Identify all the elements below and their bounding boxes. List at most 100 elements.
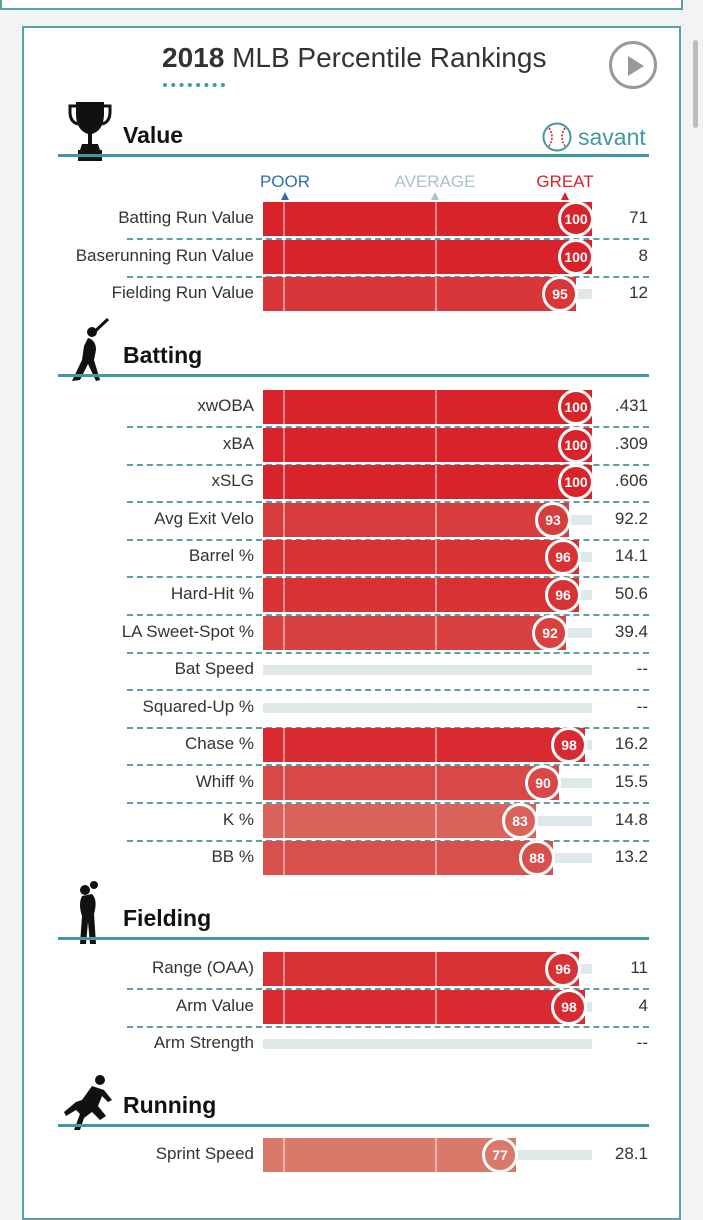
percentile-badge[interactable]: 88 <box>519 840 555 877</box>
percentile-badge[interactable]: 96 <box>545 577 581 613</box>
percentile-track <box>263 1039 592 1050</box>
percentile-badge[interactable]: 100 <box>558 389 594 425</box>
row-separator <box>127 576 649 579</box>
previous-card-edge <box>0 0 683 10</box>
bar-gridline <box>283 578 285 612</box>
metric-label: Baserunning Run Value <box>75 245 254 265</box>
bar-gridline <box>283 239 285 274</box>
scale-great-marker <box>561 192 569 200</box>
metric-label: Avg Exit Velo <box>154 508 254 528</box>
percentile-badge[interactable]: 92 <box>532 614 568 651</box>
bar-gridline <box>435 239 437 274</box>
scale-poor-marker <box>281 192 289 200</box>
metric-label: Arm Value <box>175 995 254 1015</box>
percentile-bar[interactable] <box>263 728 585 763</box>
bar-gridline <box>435 540 437 575</box>
percentile-bar[interactable] <box>263 952 579 986</box>
savant-logo[interactable]: savant <box>542 121 646 153</box>
percentile-bar[interactable] <box>263 277 576 312</box>
percentile-bar[interactable] <box>263 615 566 650</box>
row-separator <box>127 538 649 541</box>
bar-gridline <box>435 952 437 986</box>
metric-label: Range (OAA) <box>151 958 254 977</box>
percentile-badge[interactable]: 100 <box>558 238 594 275</box>
batter-icon <box>72 318 110 381</box>
metric-value: 92.2 <box>614 508 648 528</box>
metric-label: Barrel % <box>188 546 254 566</box>
metric-value: .431 <box>614 396 648 415</box>
metric-label: Sprint Speed <box>155 1144 254 1163</box>
percentile-bar[interactable] <box>263 239 592 274</box>
percentile-bar[interactable] <box>263 1138 516 1172</box>
bar-gridline <box>283 766 285 800</box>
section-title-fielding: Fielding <box>123 905 212 931</box>
row-separator <box>127 802 649 804</box>
row-separator <box>127 726 649 729</box>
percentile-badge[interactable]: 96 <box>545 539 581 576</box>
percentile-badge[interactable]: 98 <box>551 988 587 1025</box>
bar-gridline <box>435 989 437 1024</box>
metric-label: K % <box>222 809 254 829</box>
metric-value: 12 <box>629 283 648 303</box>
bar-gridline <box>435 766 437 800</box>
section-divider <box>58 154 649 157</box>
percentile-badge[interactable]: 100 <box>558 426 594 463</box>
bar-gridline <box>283 841 285 876</box>
percentile-badge[interactable]: 90 <box>525 765 561 801</box>
metric-label: Chase % <box>185 734 254 754</box>
percentile-badge[interactable]: 93 <box>535 501 571 538</box>
metric-label: Arm Strength <box>153 1033 254 1053</box>
bar-gridline <box>283 952 285 986</box>
metric-value: .309 <box>614 433 648 453</box>
percentile-bar[interactable] <box>263 766 559 800</box>
percentile-bar[interactable] <box>263 202 592 236</box>
percentile-badge[interactable]: 77 <box>482 1137 518 1173</box>
metric-value: 71 <box>629 208 648 227</box>
percentile-bar[interactable] <box>263 540 579 575</box>
play-icon <box>628 56 644 76</box>
fielder-icon <box>80 881 98 944</box>
bar-gridline <box>283 202 285 236</box>
section-divider <box>58 374 649 377</box>
runner-icon <box>64 1075 112 1130</box>
savant-brand: savant <box>578 123 646 150</box>
metric-label: Fielding Run Value <box>111 283 254 303</box>
percentile-badge[interactable]: 100 <box>558 201 594 237</box>
percentile-badge[interactable]: 98 <box>551 727 587 764</box>
bar-gridline <box>435 841 437 876</box>
metric-label: Whiff % <box>195 772 254 791</box>
percentile-badge[interactable]: 96 <box>545 951 581 987</box>
metric-label: BB % <box>211 847 254 867</box>
percentile-bar[interactable] <box>263 578 579 612</box>
metric-value: 8 <box>638 245 648 265</box>
row-separator <box>127 426 649 428</box>
row-separator <box>127 651 649 654</box>
metric-value: 4 <box>638 995 648 1015</box>
bar-gridline <box>283 540 285 575</box>
bar-gridline <box>283 803 285 838</box>
metric-value: 28.1 <box>614 1144 648 1163</box>
percentile-bar[interactable] <box>263 803 536 838</box>
title-year: 2018 <box>162 42 225 73</box>
percentile-track <box>263 702 592 713</box>
row-separator <box>127 839 649 842</box>
percentile-bar[interactable] <box>263 465 592 500</box>
percentile-badge[interactable]: 95 <box>542 276 578 313</box>
row-separator <box>127 988 649 990</box>
percentile-bar[interactable] <box>263 989 585 1024</box>
metric-label: Hard-Hit % <box>170 584 254 603</box>
bar-gridline <box>435 202 437 236</box>
percentile-bar[interactable] <box>263 841 553 876</box>
row-separator <box>127 463 649 466</box>
scrollbar[interactable] <box>693 40 698 128</box>
play-button[interactable] <box>609 41 657 89</box>
metric-value: -- <box>636 659 648 679</box>
percentile-bar[interactable] <box>263 390 592 424</box>
percentile-badge[interactable]: 100 <box>558 464 594 501</box>
percentile-bar[interactable] <box>263 427 592 462</box>
section-title-batting: Batting <box>123 342 203 368</box>
percentile-badge[interactable]: 83 <box>502 802 538 839</box>
row-separator <box>127 1025 649 1028</box>
metric-label: xBA <box>222 433 254 453</box>
percentile-bar[interactable] <box>263 502 569 537</box>
